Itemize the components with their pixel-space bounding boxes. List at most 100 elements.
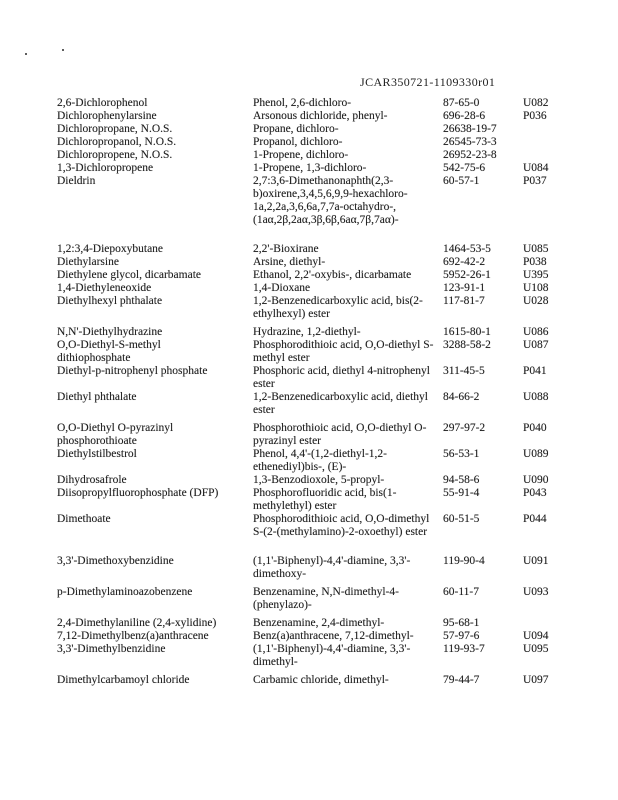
- synonym-cell: Phenol, 2,6-dichloro-: [253, 97, 352, 109]
- waste-code-cell: P043: [523, 487, 547, 499]
- waste-code-cell: U395: [523, 269, 549, 281]
- chemical-name-cell: N,N'-Diethylhydrazine: [57, 326, 163, 338]
- waste-code-cell: U108: [523, 282, 549, 294]
- chemical-name-cell: 3,3'-Dimethoxybenzidine: [57, 555, 174, 567]
- chemical-name-cell: 1,3-Dichloropropene: [57, 162, 154, 174]
- chemical-name-cell: Dieldrin: [57, 175, 96, 187]
- table-row: 1,2:3,4-Diepoxybutane 2,2'-Bioxirane 146…: [57, 243, 597, 256]
- waste-code-cell: P036: [523, 110, 547, 122]
- waste-code-cell: U097: [523, 674, 549, 686]
- synonym-cell: Arsine, diethyl-: [253, 256, 326, 268]
- table-row: Dihydrosafrole 1,3-Benzodioxole, 5-propy…: [57, 474, 597, 487]
- waste-code-cell: [523, 136, 583, 149]
- waste-code-cell: U094: [523, 630, 549, 642]
- waste-code-cell: U091: [523, 555, 549, 567]
- table-row: Diisopropylfluorophosphate (DFP) Phospho…: [57, 487, 597, 513]
- cas-number-cell: 60-51-5: [443, 513, 480, 525]
- table-row: Diethyl phthalate 1,2-Benzenedicarboxyli…: [57, 391, 597, 417]
- waste-code-cell: U088: [523, 391, 549, 403]
- waste-code-cell: [523, 149, 583, 162]
- waste-code-cell: U093: [523, 586, 549, 598]
- cas-number-cell: 696-28-6: [443, 110, 486, 122]
- table-row: Diethylene glycol, dicarbamate Ethanol, …: [57, 269, 597, 282]
- cas-number-cell: 692-42-2: [443, 256, 486, 268]
- synonym-cell: Phenol, 4,4'-(1,2-diethyl-1,2-ethenediyl…: [253, 448, 387, 473]
- table-row: Diethylhexyl phthalate 1,2-Benzenedicarb…: [57, 295, 597, 321]
- cas-number-cell: 60-11-7: [443, 586, 479, 598]
- chemical-name-cell: O,O-Diethyl O-pyrazinyl phosphorothioate: [57, 422, 174, 447]
- cas-number-cell: 3288-58-2: [443, 339, 491, 351]
- synonym-cell: (1,1'-Biphenyl)-4,4'-diamine, 3,3'-dimet…: [253, 643, 411, 668]
- chemical-table: 2,6-Dichlorophenol Phenol, 2,6-dichloro-…: [57, 97, 597, 687]
- synonym-cell: 1,2-Benzenedicarboxylic acid, diethyl es…: [253, 391, 428, 416]
- chemical-name-cell: 1,2:3,4-Diepoxybutane: [57, 243, 164, 255]
- synonym-cell: 1-Propene, 1,3-dichloro-: [253, 162, 367, 174]
- table-row: 2,6-Dichlorophenol Phenol, 2,6-dichloro-…: [57, 97, 597, 110]
- table-row: Diethylstilbestrol Phenol, 4,4'-(1,2-die…: [57, 448, 597, 474]
- table-row: 1,3-Dichloropropene 1-Propene, 1,3-dichl…: [57, 162, 597, 175]
- synonym-cell: 2,7:3,6-Dimethanonaphth(2,3-b)oxirene,3,…: [253, 175, 408, 226]
- table-row: Dimethoate Phosphorodithioic acid, O,O-d…: [57, 513, 597, 539]
- chemical-name-cell: Diethylarsine: [57, 256, 119, 268]
- synonym-cell: 1,4-Dioxane: [253, 282, 311, 294]
- synonym-cell: Benzenamine, 2,4-dimethyl-: [253, 617, 385, 629]
- synonym-cell: Phosphorothioic acid, O,O-diethyl O-pyra…: [253, 422, 427, 447]
- table-row: 3,3'-Dimethoxybenzidine (1,1'-Biphenyl)-…: [57, 555, 597, 581]
- synonym-cell: 2,2'-Bioxirane: [253, 243, 319, 255]
- waste-code-cell: P040: [523, 422, 547, 434]
- table-row: O,O-Diethyl-S-methyl dithiophosphate Pho…: [57, 339, 597, 365]
- waste-code-cell: U087: [523, 339, 549, 351]
- waste-code-cell: [523, 617, 583, 630]
- cas-number-cell: 542-75-6: [443, 162, 486, 174]
- cas-number-cell: 87-65-0: [443, 97, 480, 109]
- table-row: 3,3'-Dimethylbenzidine (1,1'-Biphenyl)-4…: [57, 643, 597, 669]
- waste-code-cell: U089: [523, 448, 549, 460]
- synonym-cell: 1,2-Benzenedicarboxylic acid, bis(2-ethy…: [253, 295, 423, 320]
- cas-number-cell: 1464-53-5: [443, 243, 491, 255]
- waste-code-cell: P038: [523, 256, 547, 268]
- chemical-name-cell: 3,3'-Dimethylbenzidine: [57, 643, 166, 655]
- cas-number-cell: 5952-26-1: [443, 269, 491, 281]
- waste-code-cell: U082: [523, 97, 549, 109]
- chemical-name-cell: Dimethylcarbamoyl chloride: [57, 674, 190, 686]
- cas-number-cell: 1615-80-1: [443, 326, 491, 338]
- synonym-cell: Propane, dichloro-: [253, 123, 339, 135]
- synonym-cell: Benzenamine, N,N-dimethyl-4-(phenylazo)-: [253, 586, 399, 611]
- chemical-name-cell: Diethylstilbestrol: [57, 448, 137, 460]
- table-row: Diethyl-p-nitrophenyl phosphate Phosphor…: [57, 365, 597, 391]
- cas-number-cell: 297-97-2: [443, 422, 486, 434]
- chemical-name-cell: 2,4-Dimethylaniline (2,4-xylidine): [57, 617, 217, 629]
- table-row: Dichloropropane, N.O.S. Propane, dichlor…: [57, 123, 597, 136]
- synonym-cell: 1-Propene, dichloro-: [253, 149, 349, 161]
- cas-number-cell: 84-66-2: [443, 391, 480, 403]
- waste-code-cell: U095: [523, 643, 549, 655]
- cas-number-cell: 119-93-7: [443, 643, 485, 655]
- chemical-name-cell: 2,6-Dichlorophenol: [57, 97, 148, 109]
- table-row: Diethylarsine Arsine, diethyl- 692-42-2 …: [57, 256, 597, 269]
- document-id-header: JCAR350721-1109330r01: [360, 75, 496, 89]
- table-row: 1,4-Diethyleneoxide 1,4-Dioxane 123-91-1…: [57, 282, 597, 295]
- scan-artifact-speck: [62, 49, 64, 51]
- chemical-name-cell: Diethyl-p-nitrophenyl phosphate: [57, 365, 208, 377]
- table-row: 2,4-Dimethylaniline (2,4-xylidine) Benze…: [57, 617, 597, 630]
- waste-code-cell: P041: [523, 365, 547, 377]
- table-row: p-Dimethylaminoazobenzene Benzenamine, N…: [57, 586, 597, 612]
- synonym-cell: Carbamic chloride, dimethyl-: [253, 674, 389, 686]
- synonym-cell: Phosphorofluoridic acid, bis(1-methyleth…: [253, 487, 397, 512]
- cas-number-cell: 119-90-4: [443, 555, 485, 567]
- synonym-cell: Phosphorodithioic acid, O,O-diethyl S-me…: [253, 339, 434, 364]
- waste-code-cell: U085: [523, 243, 549, 255]
- chemical-name-cell: O,O-Diethyl-S-methyl dithiophosphate: [57, 339, 161, 364]
- table-row: 7,12-Dimethylbenz(a)anthracene Benz(a)an…: [57, 630, 597, 643]
- chemical-name-cell: 1,4-Diethyleneoxide: [57, 282, 152, 294]
- cas-number-cell: 123-91-1: [443, 282, 486, 294]
- synonym-cell: Phosphoric acid, diethyl 4-nitrophenyl e…: [253, 365, 430, 390]
- chemical-name-cell: Diethylene glycol, dicarbamate: [57, 269, 202, 281]
- table-row: Dimethylcarbamoyl chloride Carbamic chlo…: [57, 674, 597, 687]
- cas-number-cell: 26952-23-8: [443, 149, 497, 161]
- waste-code-cell: U028: [523, 295, 549, 307]
- synonym-cell: Hydrazine, 1,2-diethyl-: [253, 326, 361, 338]
- chemical-name-cell: p-Dimethylaminoazobenzene: [57, 586, 193, 598]
- synonym-cell: Arsonous dichloride, phenyl-: [253, 110, 388, 122]
